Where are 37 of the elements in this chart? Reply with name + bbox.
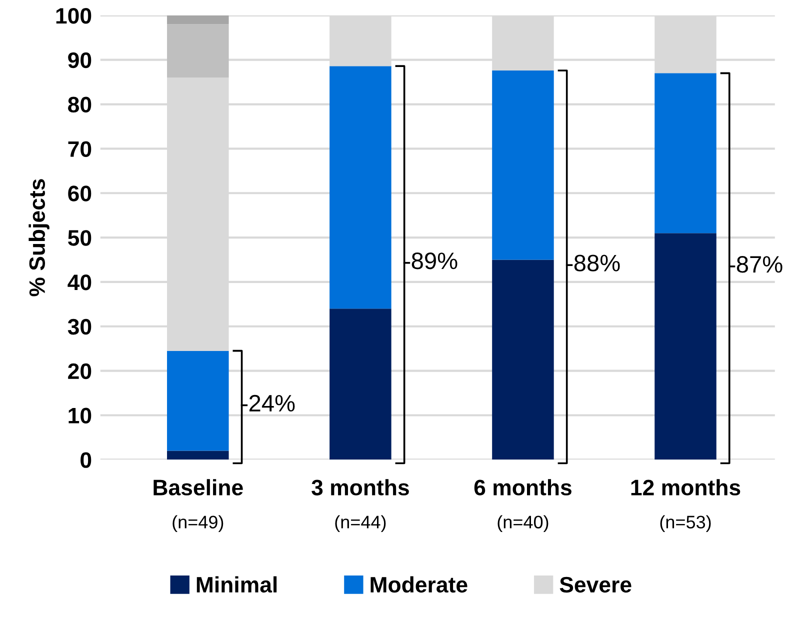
- y-tick-label: 100: [56, 8, 92, 24]
- y-tick-label: 50: [68, 230, 92, 246]
- y-tick-label: 0: [80, 452, 92, 468]
- text: (n=40): [498, 515, 548, 532]
- bar: [167, 450, 229, 460]
- y-tick-label: 10: [68, 408, 92, 424]
- bar: [654, 73, 716, 234]
- text: (n=53): [660, 515, 711, 532]
- y-tick-label: 60: [68, 186, 92, 202]
- bar: [167, 24, 229, 78]
- bar: [167, 15, 229, 24]
- y-tick-label: 80: [68, 96, 92, 113]
- text: (n=44): [335, 515, 386, 532]
- x-tick-label: 6 months: [474, 479, 572, 496]
- annotation: 88%: [574, 254, 620, 272]
- legend-label: Severe: [560, 576, 632, 593]
- y-axis-title: % Subjects: [28, 179, 50, 296]
- y-tick-label: 30: [68, 318, 92, 335]
- y-tick-label: 20: [68, 363, 92, 380]
- annotation: 87%: [736, 256, 782, 273]
- y-tick-label: 70: [68, 141, 92, 157]
- text: (n=49): [172, 515, 224, 532]
- y-tick-label: 90: [68, 52, 92, 68]
- bar: [654, 233, 716, 460]
- annotation: 89%: [412, 252, 458, 270]
- bar: [492, 70, 554, 260]
- bar: [330, 308, 392, 460]
- legend-label: Moderate: [370, 576, 468, 593]
- bar: [330, 66, 392, 309]
- bar: [492, 260, 554, 460]
- x-tick-label: Baseline: [154, 479, 243, 496]
- x-tick-label: 3 months: [312, 479, 409, 496]
- y-tick-label: 40: [68, 274, 92, 290]
- x-tick-label: 12 months: [631, 479, 740, 496]
- annotation: 24%: [249, 394, 295, 412]
- bar: [167, 350, 229, 451]
- legend-label: Minimal: [196, 576, 277, 593]
